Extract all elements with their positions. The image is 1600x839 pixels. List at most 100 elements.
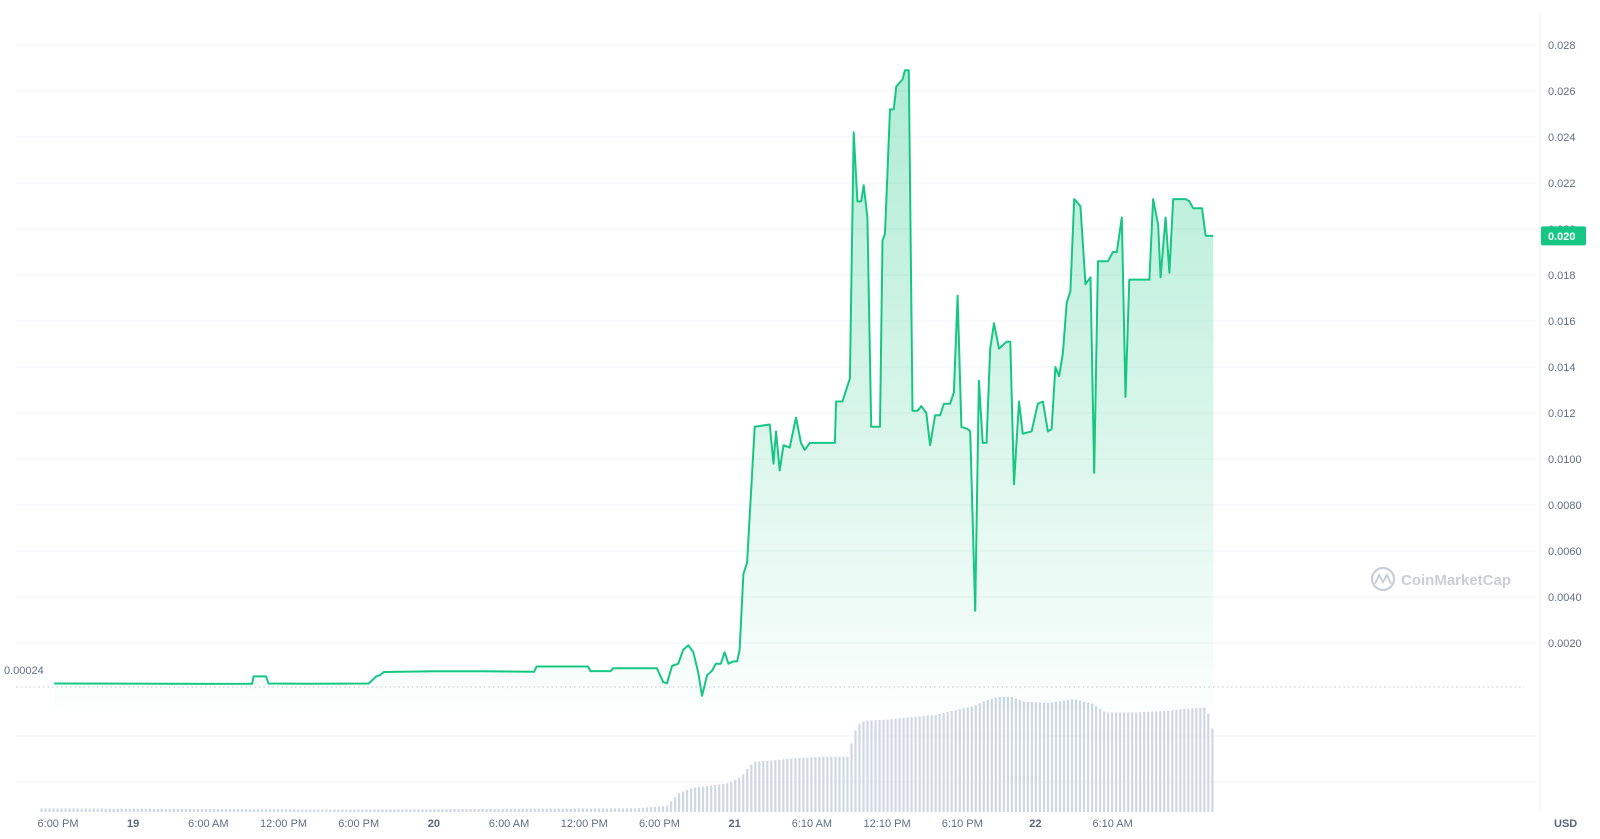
volume-bar <box>565 808 568 812</box>
volume-bar <box>1062 700 1066 812</box>
volume-bar <box>1082 701 1086 812</box>
coinmarketcap-logo-mark <box>1374 572 1392 585</box>
volume-bar <box>148 808 151 812</box>
volume-bar <box>116 808 119 812</box>
volume-bar <box>798 758 801 812</box>
y-tick-labels: 0.020 0.0020 0.0040 0.0060 0.0080 0.0100 0.012… <box>1548 40 1582 650</box>
volume-bar <box>409 809 412 812</box>
volume-bar <box>501 808 504 812</box>
volume-bar <box>806 757 809 812</box>
volume-bar <box>830 756 833 812</box>
volume-bar <box>910 717 913 812</box>
volume-bar <box>694 787 697 812</box>
volume-bar <box>1022 701 1025 812</box>
volume-bar <box>678 793 681 812</box>
volume-bar <box>461 809 464 812</box>
volume-bar <box>926 715 929 812</box>
volume-bar <box>1058 701 1062 812</box>
volume-bar <box>489 809 492 812</box>
volume-bar <box>1119 712 1122 812</box>
volume-bar <box>1111 712 1114 812</box>
volume-bar <box>938 714 941 812</box>
volume-bar <box>1095 706 1098 812</box>
volume-bar <box>978 703 981 812</box>
volume-bar <box>293 809 296 812</box>
x-tick-label: 6:00 PM <box>338 818 379 830</box>
volume-bar <box>581 808 584 812</box>
volume-bar <box>561 808 564 812</box>
y-tick-label: 0.0060 <box>1548 546 1582 558</box>
volume-bar <box>301 809 304 812</box>
volume-bar <box>597 808 600 812</box>
volume-bar <box>649 807 653 812</box>
volume-bar <box>445 809 448 812</box>
volume-bar <box>682 791 685 812</box>
volume-bar <box>1091 703 1094 812</box>
volume-bar <box>1139 712 1142 812</box>
volume-bar <box>240 809 244 812</box>
volume-bar <box>493 809 496 812</box>
volume-bar <box>553 808 556 812</box>
volume-bar <box>1203 707 1206 812</box>
price-area-fill <box>54 70 1214 711</box>
volume-bar <box>738 777 741 812</box>
volume-bar <box>140 808 143 812</box>
volume-bar <box>1074 699 1078 812</box>
volume-bar <box>958 709 961 812</box>
volume-bar <box>469 809 472 812</box>
volume-bar <box>882 719 885 812</box>
volume-bar <box>589 808 592 812</box>
volume-bar <box>617 808 620 812</box>
volume-bar <box>1175 709 1178 812</box>
volume-bar <box>613 808 616 812</box>
volume-bar <box>1078 700 1082 812</box>
volume-bar <box>421 809 424 813</box>
volume-bar <box>1135 712 1138 812</box>
volume-bar <box>1127 712 1130 812</box>
volume-bar <box>1115 712 1118 812</box>
volume-bar <box>625 808 629 812</box>
volume-bar <box>1107 712 1110 812</box>
watermark-text: CoinMarketCap <box>1401 572 1511 589</box>
volume-bar <box>413 809 416 812</box>
volume-bar <box>265 809 268 812</box>
volume-bar <box>1167 710 1170 812</box>
volume-bar <box>982 701 985 812</box>
volume-bar <box>878 720 881 812</box>
volume-bar <box>389 809 392 812</box>
volume-bar <box>212 809 216 812</box>
currency-unit-label: USD <box>1554 818 1577 830</box>
volume-bar <box>950 711 953 812</box>
volume-bar <box>68 808 71 812</box>
volume-bar <box>204 809 208 812</box>
coinmarketcap-logo-icon <box>1370 566 1396 592</box>
volume-bar <box>52 808 55 812</box>
volume-bar <box>373 809 376 812</box>
volume-bar <box>341 809 344 812</box>
volume-bar <box>305 809 308 812</box>
x-tick-labels: 6:00 PM 19 6:00 AM 12:00 PM 6:00 PM 20 6:00 AM… <box>38 818 1133 830</box>
x-tick-label: 6:10 PM <box>942 818 983 830</box>
volume-bar <box>228 809 232 812</box>
volume-bar <box>425 809 428 812</box>
y-tick-label: 0.022 <box>1548 178 1576 190</box>
y-tick-label: 0.0100 <box>1548 454 1582 466</box>
volume-bar <box>621 808 624 813</box>
coinmarketcap-watermark: CoinMarketCap <box>1370 566 1511 592</box>
volume-bar <box>433 809 436 812</box>
volume-bar <box>273 809 276 812</box>
x-tick-label: 19 <box>127 818 139 830</box>
volume-bar <box>786 759 789 812</box>
volume-bar <box>1014 698 1017 812</box>
volume-bar <box>517 808 520 812</box>
volume-bar <box>874 720 877 812</box>
x-tick-label: 12:00 PM <box>561 818 608 830</box>
volume-bar <box>850 743 853 812</box>
volume-bar <box>485 809 488 812</box>
x-tick-label: 6:10 AM <box>1092 818 1132 830</box>
volume-bar <box>365 809 368 812</box>
volume-bar <box>690 788 693 812</box>
volume-bar <box>1147 711 1150 812</box>
x-tick-label: 20 <box>428 818 440 830</box>
